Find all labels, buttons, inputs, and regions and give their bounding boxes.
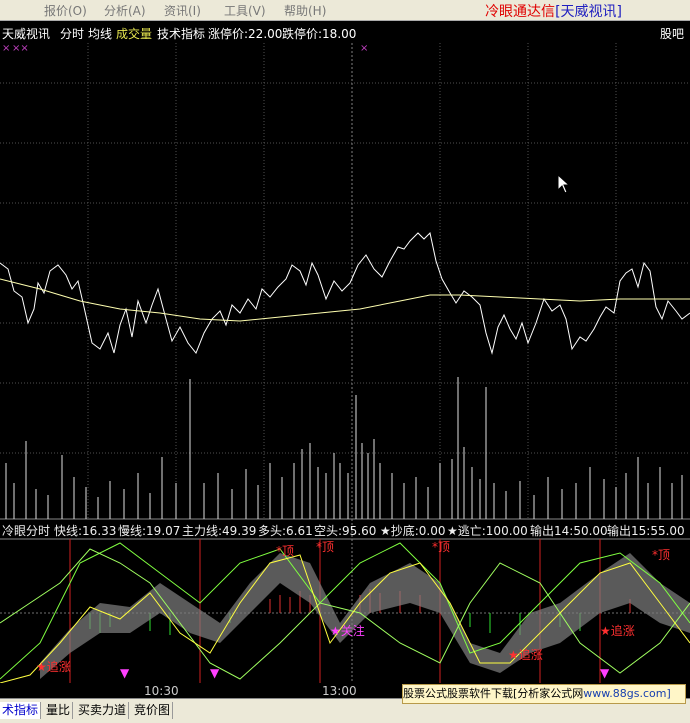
escape-value: ★逃亡:100.00 (447, 524, 528, 538)
slow-line (0, 542, 690, 680)
indicator-band (40, 553, 690, 679)
signal-chase-1: ★追涨 (36, 659, 71, 674)
signal-top-1: *顶 (316, 540, 334, 554)
fast-line (0, 554, 690, 683)
stock-name: 天威视讯 (2, 27, 51, 41)
indicator-values-bar: 冷眼分时 快线:16.33 慢线:19.07 主力线:49.39 多头:6.61… (0, 519, 690, 539)
output-2-value: 输出15:55.00 (607, 524, 685, 538)
svg-text:×: × (2, 43, 10, 54)
svg-text:×: × (360, 43, 368, 54)
tab-volume-ratio[interactable]: 量比 (44, 702, 74, 719)
signal-chase-2: ★追涨 (508, 647, 543, 662)
menu-quote[interactable]: 报价(O) (44, 4, 87, 18)
stock-forum-link[interactable]: 股吧 (660, 27, 685, 41)
brand-tag: [天威视讯] (555, 4, 622, 20)
main-line-value: 主力线:49.39 (182, 524, 257, 538)
signal-labels: ★追涨 ★关注 ★追涨 ★追涨 *顶 *顶 *顶 *顶 (36, 540, 670, 674)
indicator-name[interactable]: 冷眼分时 (2, 524, 51, 538)
menu-tools[interactable]: 工具(V) (224, 4, 266, 18)
ad-url[interactable]: www.88gs.com] (583, 687, 671, 700)
bear-value: 空头:95.60 (314, 524, 377, 538)
svg-text:▼: ▼ (600, 666, 610, 680)
limit-up-price: 涨停价:22.00 (208, 27, 283, 41)
grid-lines (0, 43, 690, 519)
btn-volume[interactable]: 成交量 (116, 27, 153, 41)
menu-help[interactable]: 帮助(H) (284, 4, 327, 18)
btn-fenshi[interactable]: 分时 (60, 27, 85, 41)
chart-area: × ×× × (0, 43, 690, 683)
main-line (0, 548, 690, 680)
pink-marks: ▼ ▼ ▼ (120, 666, 610, 680)
signal-top-3: *顶 (652, 548, 670, 562)
ad-banner[interactable]: 股票公式股票软件下载[分析家公式网www.88gs.com] (402, 684, 686, 704)
volume-bars (5, 377, 683, 519)
bottom-fish-value: ★抄底:0.00 (380, 524, 446, 538)
btn-avg-line[interactable]: 均线 (88, 27, 113, 41)
menu-news[interactable]: 资讯(I) (164, 4, 201, 18)
fast-line-value: 快线:16.33 (54, 524, 117, 538)
svg-text:××: ×× (12, 43, 29, 54)
ad-text: 股票公式股票软件下载[分析家公式网 (403, 687, 584, 700)
indicator-panel: ▼ ▼ ▼ (0, 539, 690, 683)
menu-analysis[interactable]: 分析(A) (104, 4, 146, 18)
svg-text:▼: ▼ (120, 666, 130, 680)
tab-buy-sell-power[interactable]: 买卖力道 (76, 702, 130, 719)
signal-chase-3: ★追涨 (600, 623, 635, 638)
output-1-value: 输出14:50.00 (530, 524, 608, 538)
signal-follow: ★关注 (330, 623, 365, 638)
limit-down-price: 跌停价:18.00 (282, 27, 357, 41)
signal-top-4: *顶 (276, 544, 294, 558)
bull-value: 多头:6.61 (258, 524, 313, 538)
marker-x: × ×× × (2, 43, 368, 54)
menu-bar: 报价(O) 分析(A) 资讯(I) 工具(V) 帮助(H) 冷眼通达信[天威视讯… (0, 0, 690, 21)
svg-text:▼: ▼ (210, 666, 220, 680)
tab-tech-indicator[interactable]: 术指标 (0, 702, 42, 719)
btn-tech-indicator[interactable]: 技术指标 (157, 27, 206, 41)
brand-name: 冷眼通达信 (485, 4, 556, 20)
chart-info-bar: 天威视讯 分时 均线 成交量 技术指标 涨停价:22.00 跌停价:18.00 … (0, 21, 690, 43)
mouse-cursor-icon (557, 173, 571, 197)
time-label-1300: 13:00 (322, 684, 357, 698)
price-line (0, 231, 690, 355)
signal-top-2: *顶 (432, 540, 450, 554)
time-label-1030: 10:30 (144, 684, 179, 698)
avg-price-line (0, 278, 690, 322)
brand-title: 冷眼通达信[天威视讯] (485, 1, 622, 21)
tab-auction-chart[interactable]: 竞价图 (132, 702, 174, 719)
slow-line-value: 慢线:19.07 (118, 524, 181, 538)
